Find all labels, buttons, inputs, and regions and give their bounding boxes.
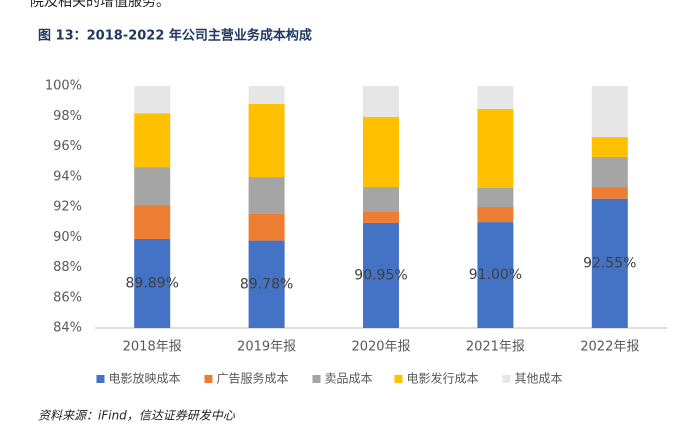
- bar-segment: [248, 86, 285, 104]
- y-tick-label: 100%: [45, 79, 82, 94]
- y-tick-label: 88%: [53, 260, 82, 275]
- bar-segment: [591, 86, 628, 137]
- bar-segment: [134, 205, 171, 239]
- legend-swatch: [204, 375, 213, 383]
- bar-segment: [477, 86, 514, 109]
- x-tick-label: 2022年报: [580, 340, 639, 355]
- source: 资料来源：iFind，信达证券研发中心: [38, 409, 236, 423]
- x-tick-label: 2020年报: [351, 340, 410, 355]
- bar-segment: [134, 86, 171, 114]
- bar-segment: [363, 117, 399, 188]
- value-label: 92.55%: [583, 255, 636, 271]
- bar-segment: [477, 222, 514, 328]
- value-label: 89.89%: [126, 275, 179, 291]
- chart-title: 图 13：2018-2022 年公司主营业务成本构成: [38, 28, 312, 44]
- legend-swatch: [394, 375, 403, 383]
- legend-label: 广告服务成本: [217, 371, 289, 386]
- y-tick-label: 96%: [53, 139, 82, 154]
- bar-segment: [363, 211, 399, 223]
- bar-segment: [134, 113, 171, 168]
- bar-segment: [591, 187, 628, 199]
- legend-label: 卖品成本: [325, 372, 373, 386]
- bar-segment: [248, 177, 285, 214]
- y-tick-label: 84%: [53, 321, 82, 336]
- x-tick-label: 2019年报: [237, 340, 296, 355]
- bar-segment: [248, 240, 285, 328]
- legend-label: 电影放映成本: [109, 371, 181, 386]
- legend-swatch: [502, 375, 511, 383]
- bar-segment: [363, 222, 399, 328]
- legend-label: 其他成本: [515, 372, 563, 386]
- bar-segment: [477, 108, 514, 188]
- y-tick-label: 90%: [53, 230, 82, 245]
- y-tick-label: 86%: [53, 290, 82, 305]
- bar-segment: [134, 238, 171, 328]
- bar-segment: [477, 207, 514, 223]
- bar-segment: [591, 136, 628, 157]
- x-tick-label: 2018年报: [123, 340, 182, 355]
- header-text: 院及相关的增值服务。: [30, 0, 170, 10]
- y-tick-label: 92%: [53, 200, 82, 215]
- value-label: 89.78%: [240, 276, 293, 292]
- legend-label: 电影发行成本: [407, 371, 479, 386]
- bar-segment: [248, 103, 285, 178]
- y-tick-label: 94%: [53, 169, 82, 184]
- value-label: 91.00%: [469, 267, 522, 283]
- x-tick-label: 2021年报: [466, 340, 525, 355]
- bar-segment: [591, 198, 628, 328]
- bar-segment: [134, 167, 171, 206]
- y-tick-label: 98%: [53, 109, 82, 124]
- legend-swatch: [96, 375, 105, 383]
- bar-segment: [477, 187, 514, 207]
- legend-swatch: [312, 375, 321, 383]
- bar-segment: [591, 156, 628, 188]
- bar-segment: [248, 213, 285, 241]
- value-label: 90.95%: [354, 267, 407, 283]
- bar-segment: [363, 86, 399, 118]
- bar-segment: [363, 187, 399, 212]
